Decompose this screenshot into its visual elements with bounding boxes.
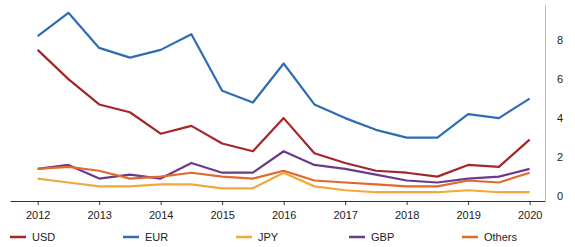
x-tick-label: 2013 (87, 209, 111, 221)
y-tick-label: 8 (557, 34, 563, 46)
y-axis-line (545, 6, 546, 202)
y-axis: 0 2 4 6 8 (545, 6, 563, 203)
plot: 2012 2013 2014 2015 2016 2017 2018 2019 2020 0 2 4 6… (11, 6, 564, 221)
x-tick-label: 2018 (395, 209, 419, 221)
x-tick-mark (345, 201, 346, 205)
x-tick-mark (468, 201, 469, 205)
y-tick-label: 0 (557, 190, 563, 202)
x-tick-label: 2015 (210, 209, 234, 221)
series-line (38, 151, 530, 182)
x-tick-label: 2019 (456, 209, 480, 221)
x-tick-mark (407, 201, 408, 205)
legend-swatch (10, 236, 26, 239)
x-tick: 2018 (395, 201, 419, 221)
x-tick: 2019 (456, 201, 480, 221)
y-tick-label: 4 (557, 112, 563, 124)
y-tick: 6 (545, 73, 563, 85)
series-line (38, 167, 530, 187)
x-tick-mark (38, 201, 39, 205)
x-axis-line (11, 201, 546, 202)
legend-swatch (123, 236, 139, 239)
legend: USD EUR JPY GBP Others (10, 231, 518, 243)
y-tick-label: 2 (557, 151, 563, 163)
x-tick-label: 2012 (26, 209, 50, 221)
x-tick-mark (99, 201, 100, 205)
legend-item: GBP (349, 231, 394, 243)
x-tick: 2016 (272, 201, 296, 221)
x-tick: 2017 (333, 201, 357, 221)
x-tick-label: 2014 (149, 209, 173, 221)
x-tick-label: 2020 (518, 209, 542, 221)
legend-label: JPY (258, 231, 279, 243)
legend-item: EUR (123, 231, 168, 243)
y-tick: 8 (545, 34, 563, 46)
y-tick-label: 6 (557, 73, 563, 85)
x-tick-mark (530, 201, 531, 205)
series-line (38, 13, 530, 138)
legend-item: Others (462, 231, 518, 243)
x-axis: 2012 2013 2014 2015 2016 2017 2018 2019 2020 (11, 201, 546, 221)
legend-swatch (236, 236, 252, 239)
y-tick: 4 (545, 112, 563, 124)
x-tick: 2015 (210, 201, 234, 221)
series-line (38, 50, 530, 177)
x-tick: 2020 (518, 201, 542, 221)
series-group (38, 13, 530, 192)
chart: 2012 2013 2014 2015 2016 2017 2018 2019 2020 0 2 4 6… (0, 0, 575, 247)
x-tick-mark (161, 201, 162, 205)
x-tick: 2013 (87, 201, 111, 221)
legend-label: EUR (145, 231, 168, 243)
legend-swatch (462, 236, 478, 239)
x-tick-label: 2016 (272, 209, 296, 221)
legend-label: USD (32, 231, 55, 243)
y-tick: 0 (545, 190, 563, 202)
x-tick: 2012 (26, 201, 50, 221)
y-tick: 2 (545, 151, 563, 163)
legend-item: JPY (236, 231, 279, 243)
x-tick-mark (284, 201, 285, 205)
x-tick-label: 2017 (333, 209, 357, 221)
legend-item: USD (10, 231, 55, 243)
legend-label: Others (484, 231, 518, 243)
legend-label: GBP (371, 231, 394, 243)
x-tick-mark (222, 201, 223, 205)
x-tick: 2014 (149, 201, 173, 221)
legend-swatch (349, 236, 365, 239)
